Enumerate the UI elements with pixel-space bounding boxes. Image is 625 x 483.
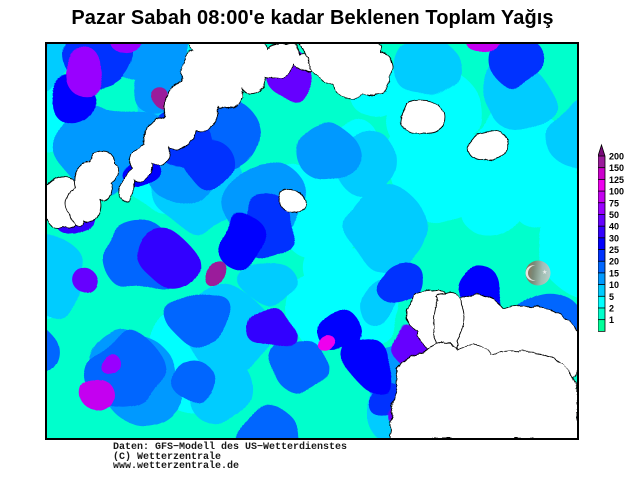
svg-text:200: 200: [609, 152, 624, 162]
svg-text:10: 10: [609, 280, 619, 290]
svg-text:40: 40: [609, 222, 619, 232]
svg-text:100: 100: [609, 187, 624, 197]
svg-text:1: 1: [609, 315, 614, 325]
svg-text:25: 25: [609, 245, 619, 255]
svg-text:2: 2: [609, 303, 614, 313]
svg-text:75: 75: [609, 198, 619, 208]
svg-text:30: 30: [609, 233, 619, 243]
svg-text:20: 20: [609, 257, 619, 267]
svg-text:150: 150: [609, 163, 624, 173]
svg-text:50: 50: [609, 210, 619, 220]
svg-text:5: 5: [609, 292, 614, 302]
svg-text:15: 15: [609, 268, 619, 278]
svg-text:125: 125: [609, 175, 624, 185]
